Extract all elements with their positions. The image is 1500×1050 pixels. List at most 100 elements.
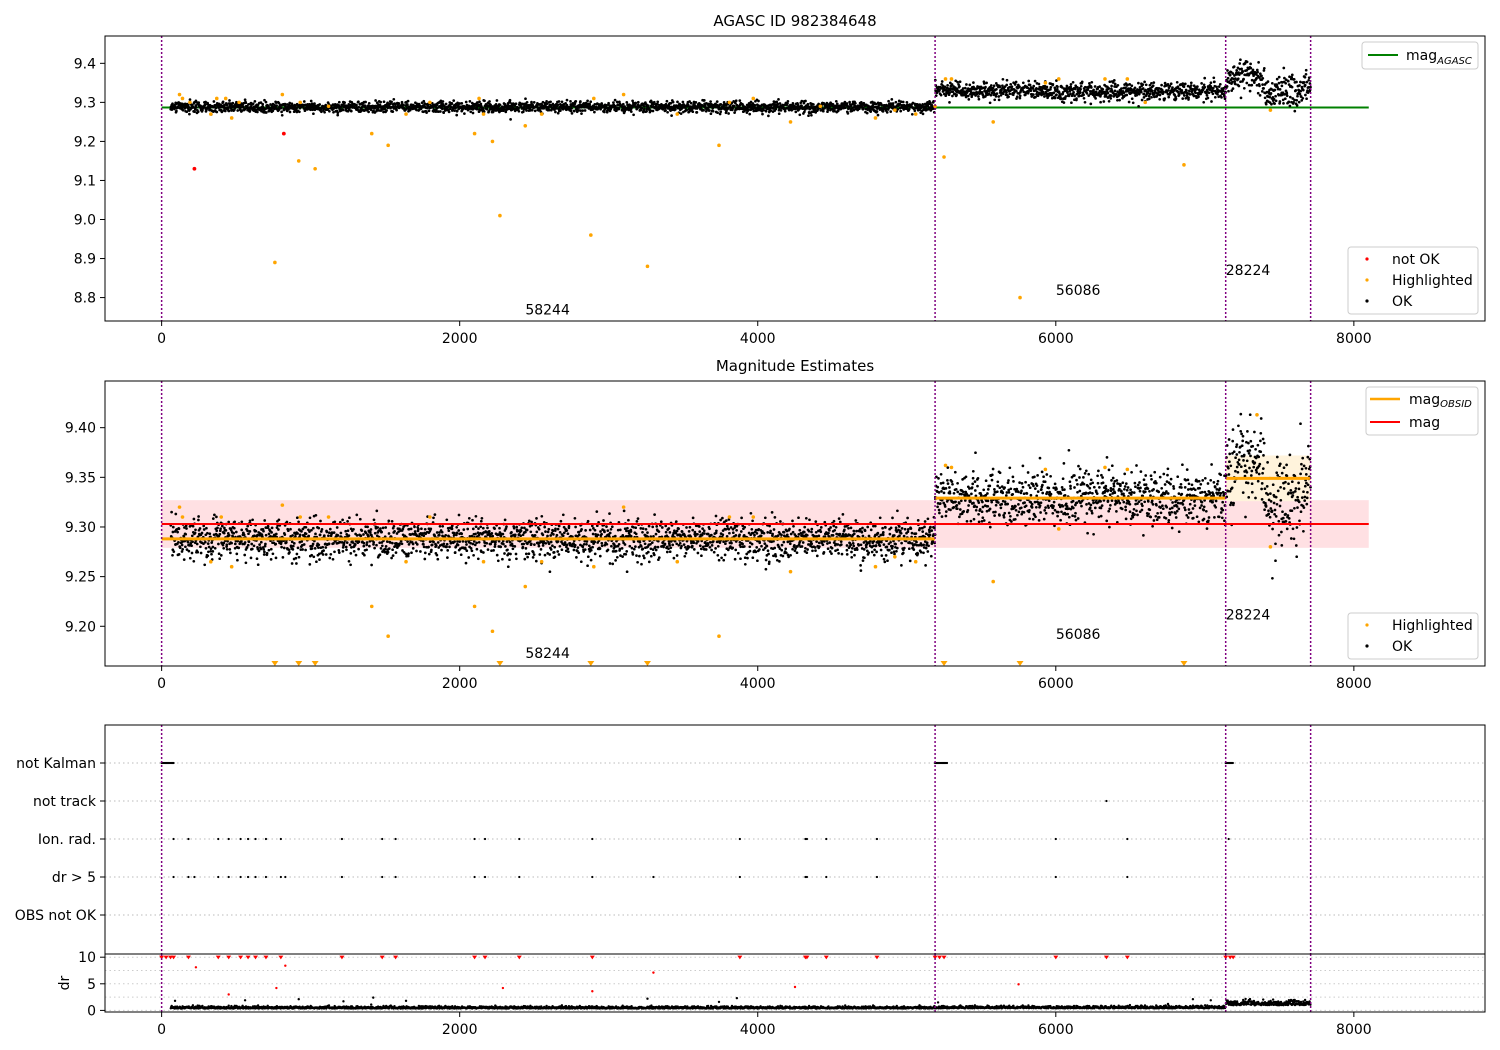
p1-ok-point — [1200, 82, 1203, 85]
p1-ok-point — [1113, 82, 1117, 86]
p2-ok-point — [465, 543, 468, 546]
p1-ok-point — [478, 100, 481, 104]
p1-ok-point — [1248, 89, 1252, 93]
p1-ok-point — [901, 100, 905, 104]
p2-ok-point — [455, 525, 459, 529]
p1-ok-point — [483, 99, 486, 103]
p2-ok-point — [567, 550, 570, 554]
p2-ok-point — [288, 551, 291, 554]
p2-ok-point — [248, 519, 252, 523]
p2-ok-point — [298, 533, 302, 537]
p1-ok-point — [323, 110, 326, 114]
p2-ok-point — [178, 546, 182, 550]
p2-ok-point — [589, 558, 593, 562]
p2-ok-point — [548, 553, 552, 556]
p1-ok-point — [889, 110, 893, 113]
p2-ok-point — [614, 549, 618, 553]
p1-ok-point — [1292, 78, 1296, 81]
p1-ok-point — [523, 105, 527, 109]
p2-ok-point — [600, 541, 604, 545]
p1-highlighted-point — [592, 96, 596, 101]
p1-ok-point — [681, 100, 685, 104]
p2-ok-point — [585, 542, 588, 546]
p1-ok-point — [1175, 80, 1179, 84]
p1-ok-point — [727, 112, 730, 115]
p1-ok-point — [807, 114, 810, 118]
p2-ok-point — [542, 540, 546, 543]
p1-ok-point — [471, 111, 475, 115]
p2-ok-point — [373, 546, 376, 550]
p2-ok-point — [485, 541, 489, 545]
p2-ok-point — [433, 534, 437, 538]
p2-ok-point — [623, 543, 627, 546]
p1-ok-point — [1148, 92, 1152, 96]
p2-ok-point — [171, 553, 174, 557]
p1-y-tick-label: 9.3 — [74, 95, 96, 111]
p2-ok-point — [493, 543, 497, 546]
p2-ok-point — [280, 545, 283, 549]
p2-ok-point — [258, 543, 261, 546]
p1-ok-point — [1102, 100, 1106, 103]
p2-ok-point — [390, 519, 394, 523]
p1-ok-point — [612, 101, 615, 104]
p2-ok-point — [381, 526, 385, 530]
p2-ok-point — [291, 548, 295, 551]
p1-ok-point — [1108, 80, 1112, 84]
p2-ok-point — [264, 542, 267, 546]
p2-ok-point — [585, 540, 589, 543]
p1-ok-point — [554, 110, 557, 114]
p2-ok-point — [470, 549, 474, 553]
p1-ok-point — [1282, 66, 1286, 70]
p1-highlighted-point — [313, 166, 317, 171]
p1-highlighted-point — [873, 116, 878, 120]
p1-ok-point — [1189, 81, 1193, 85]
p1-ok-point — [318, 103, 322, 106]
p2-ok-point — [608, 512, 611, 515]
p2-ok-point — [572, 548, 576, 552]
p2-ok-point — [625, 550, 629, 553]
p1-ok-point — [800, 99, 804, 103]
p2-ok-point — [409, 527, 413, 531]
p2-ok-point — [190, 534, 194, 538]
p2-ok-point — [186, 540, 190, 544]
p2-ok-point — [466, 527, 470, 531]
p2-ok-point — [596, 533, 600, 537]
p1-ok-point — [1260, 74, 1263, 78]
p2-ok-point — [603, 530, 606, 534]
p1-ok-point — [1090, 80, 1094, 84]
p2-ok-point — [362, 544, 366, 548]
p1-ok-point — [580, 112, 583, 115]
p2-ok-point — [533, 543, 536, 546]
p2-ok-point — [266, 524, 270, 528]
p2-ok-point — [274, 532, 278, 536]
p1-ok-point — [1270, 102, 1273, 106]
p2-ok-point — [515, 525, 519, 529]
p1-ok-point — [921, 103, 925, 106]
p2-ok-point — [240, 520, 244, 524]
p1-ok-point — [1196, 85, 1199, 88]
p1-not-ok-point — [281, 131, 286, 136]
p2-ok-point — [357, 540, 361, 544]
p1-ok-point — [475, 101, 479, 104]
p2-ok-point — [203, 540, 207, 544]
p1-ok-point — [694, 101, 698, 104]
p1-highlighted-point — [229, 116, 234, 120]
p2-ok-point — [240, 540, 243, 543]
p1-obsid-label: 58244 — [525, 302, 570, 318]
p2-ok-point — [331, 557, 335, 561]
p2-ok-point — [379, 527, 382, 530]
p1-ok-point — [1278, 88, 1282, 91]
p2-ok-point — [247, 532, 250, 536]
p1-ok-point — [1261, 76, 1265, 80]
p1-ok-point — [631, 99, 634, 103]
p2-ok-point — [180, 543, 184, 547]
p2-ok-point — [605, 525, 608, 528]
p2-ok-point — [419, 550, 422, 553]
p2-ok-point — [328, 556, 332, 560]
p2-ok-point — [534, 559, 538, 563]
p1-ok-point — [1295, 98, 1299, 102]
p1-ok-point — [913, 109, 917, 113]
p1-ok-point — [1257, 61, 1260, 64]
p1-ok-point — [263, 98, 266, 102]
p2-ok-point — [464, 561, 468, 565]
